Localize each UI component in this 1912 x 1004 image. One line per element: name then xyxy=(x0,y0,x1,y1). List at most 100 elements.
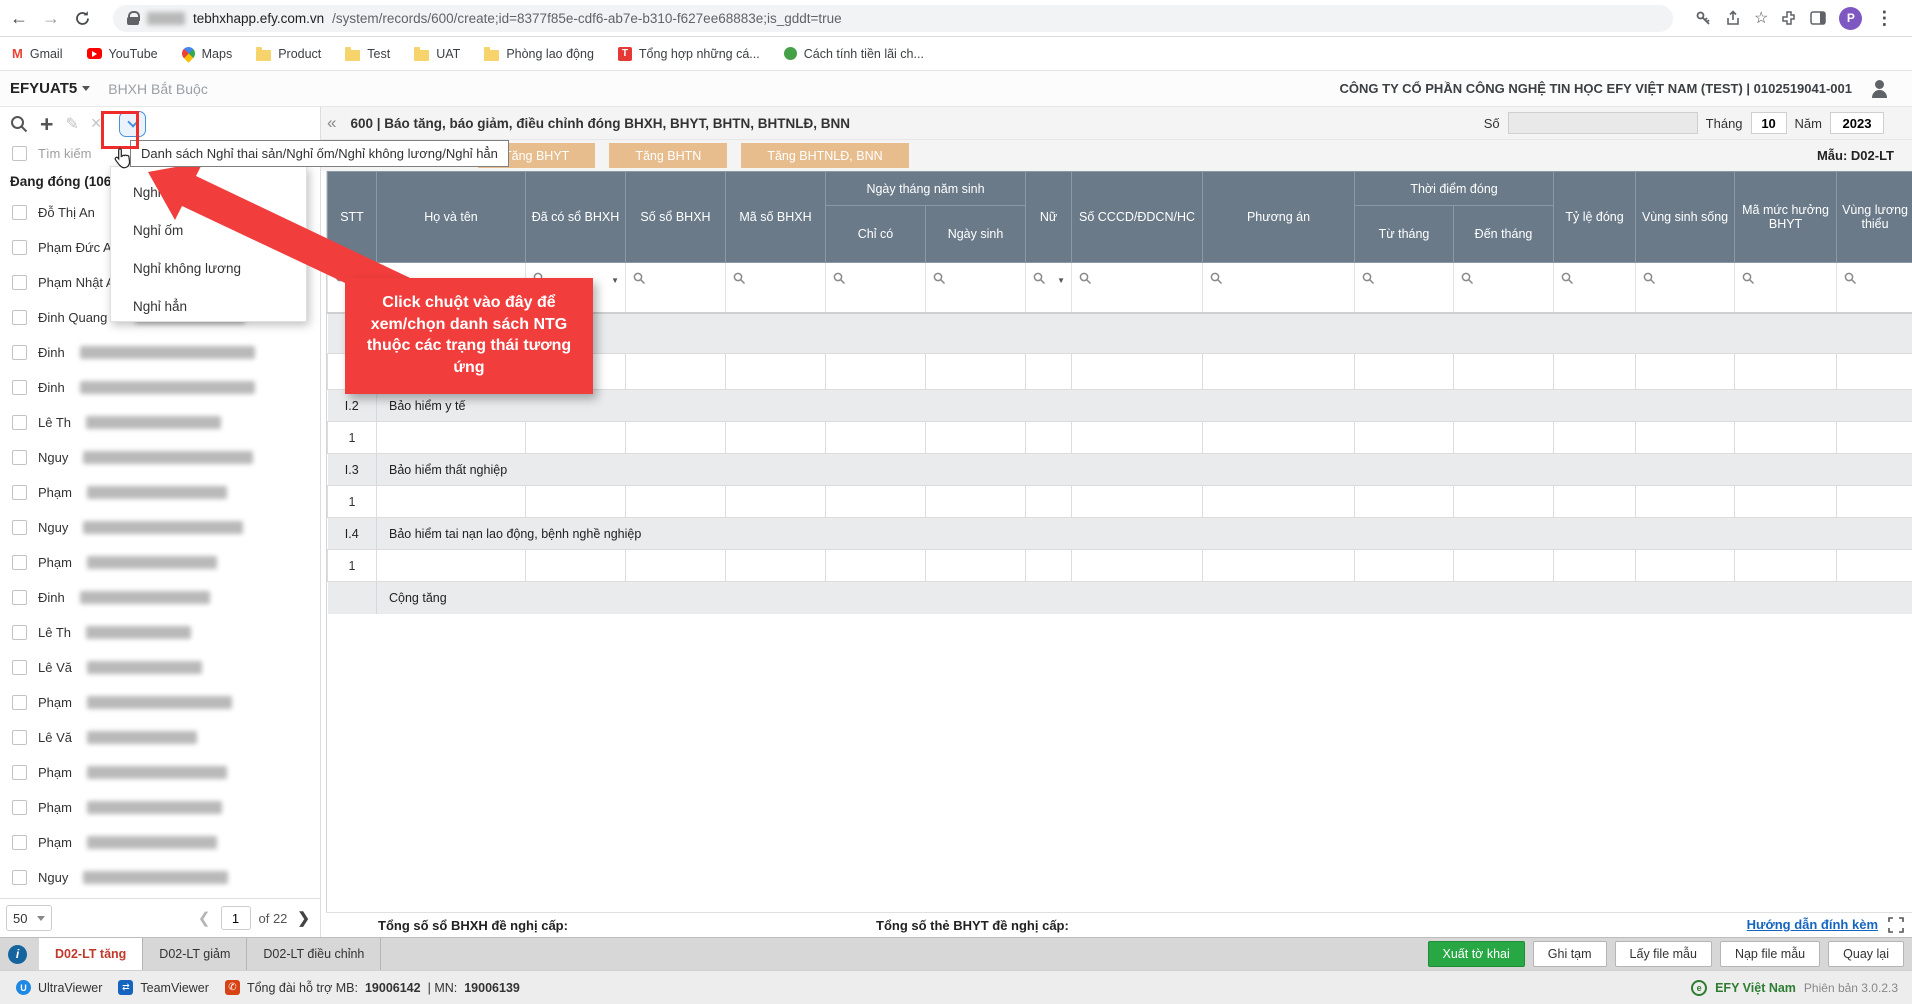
row-data-cell[interactable] xyxy=(1836,421,1912,454)
form-tab-2[interactable]: D02-LT giảm xyxy=(143,938,248,970)
employee-checkbox[interactable] xyxy=(12,765,27,780)
user-account-icon[interactable] xyxy=(1870,79,1890,99)
employee-list-item[interactable]: Nguy xyxy=(0,860,320,895)
employee-list-item[interactable]: Lê Vă xyxy=(0,720,320,755)
row-data-cell[interactable] xyxy=(525,421,626,454)
search-icon[interactable] xyxy=(10,115,28,133)
nam-input[interactable] xyxy=(1830,112,1884,134)
employee-checkbox[interactable] xyxy=(12,310,27,325)
row-data-cell[interactable] xyxy=(1453,421,1555,454)
action-button-5[interactable]: Quay lại xyxy=(1828,941,1904,967)
row-data-cell[interactable] xyxy=(1354,549,1455,582)
filter-cell-phuongan[interactable] xyxy=(1202,262,1356,314)
browser-forward-icon[interactable]: → xyxy=(42,7,60,28)
bookmark-item[interactable]: T Tổng hợp những cá... xyxy=(617,46,760,61)
extensions-puzzle-icon[interactable] xyxy=(1781,10,1797,26)
row-data-cell[interactable] xyxy=(825,485,926,518)
row-data-cell[interactable] xyxy=(825,421,926,454)
bookmark-item[interactable]: Test xyxy=(345,46,390,61)
row-data-cell[interactable] xyxy=(1202,353,1356,390)
thang-input[interactable] xyxy=(1750,112,1787,134)
employee-checkbox[interactable] xyxy=(12,660,27,675)
filter-cell-mamuc[interactable] xyxy=(1734,262,1838,314)
teamviewer-link[interactable]: ⇄ TeamViewer xyxy=(118,980,209,995)
employee-checkbox[interactable] xyxy=(12,415,27,430)
so-input[interactable] xyxy=(1507,112,1698,134)
row-data-cell[interactable] xyxy=(725,353,826,390)
row-data-cell[interactable] xyxy=(1734,353,1838,390)
employee-list-item[interactable]: Đinh xyxy=(0,370,320,405)
bookmark-star-icon[interactable]: ☆ xyxy=(1754,10,1769,27)
employee-checkbox[interactable] xyxy=(12,205,27,220)
row-data-cell[interactable] xyxy=(1354,353,1455,390)
side-panel-icon[interactable] xyxy=(1810,10,1827,26)
bookmark-item[interactable]: UAT xyxy=(414,46,460,61)
status-tab-3[interactable]: Tăng BHTNLĐ, BNN xyxy=(741,143,909,168)
row-data-cell[interactable] xyxy=(924,421,1027,454)
employee-checkbox[interactable] xyxy=(12,730,27,745)
employee-checkbox[interactable] xyxy=(12,450,27,465)
employee-checkbox[interactable] xyxy=(12,520,27,535)
collapse-sidebar-icon[interactable]: « xyxy=(327,113,337,132)
row-data-cell[interactable] xyxy=(1453,353,1555,390)
profile-avatar[interactable]: P xyxy=(1839,6,1863,30)
filter-cell-denthang[interactable] xyxy=(1453,262,1555,314)
row-data-cell[interactable] xyxy=(1836,549,1912,582)
row-stt-cell[interactable]: 1 xyxy=(327,421,377,454)
row-data-cell[interactable] xyxy=(525,485,626,518)
delete-x-icon[interactable]: × xyxy=(90,113,102,133)
edit-pencil-icon[interactable]: ✎ xyxy=(65,115,79,133)
dropdown-item-2[interactable]: Nghỉ ốm xyxy=(133,222,184,238)
bookmark-item[interactable]: Maps xyxy=(178,44,232,63)
filter-cell-chico[interactable] xyxy=(825,262,926,314)
bookmark-item[interactable]: Product xyxy=(256,46,321,61)
employee-list-item[interactable]: Đinh xyxy=(0,580,320,615)
employee-checkbox[interactable] xyxy=(12,800,27,815)
password-key-icon[interactable] xyxy=(1695,10,1712,27)
filter-cell-tyle[interactable] xyxy=(1553,262,1637,314)
row-data-cell[interactable] xyxy=(1025,421,1073,454)
row-data-cell[interactable] xyxy=(1453,549,1555,582)
row-data-cell[interactable] xyxy=(725,421,826,454)
employee-checkbox[interactable] xyxy=(12,380,27,395)
filter-cell-ngaysinh[interactable] xyxy=(924,262,1027,314)
browser-reload-icon[interactable] xyxy=(74,10,91,27)
form-tab-3[interactable]: D02-LT điều chỉnh xyxy=(247,938,382,970)
row-data-cell[interactable] xyxy=(625,353,726,390)
row-data-cell[interactable] xyxy=(1202,549,1356,582)
row-data-cell[interactable] xyxy=(1025,485,1073,518)
row-data-cell[interactable] xyxy=(924,353,1027,390)
row-data-cell[interactable] xyxy=(725,549,826,582)
search-placeholder[interactable]: Tìm kiếm xyxy=(38,146,92,161)
filter-dropdown-icon[interactable]: ▼ xyxy=(611,275,619,285)
add-record-icon[interactable]: + xyxy=(40,110,54,137)
bookmark-item[interactable]: YouTube xyxy=(86,47,158,61)
row-data-cell[interactable] xyxy=(1553,485,1637,518)
employee-checkbox[interactable] xyxy=(12,485,27,500)
employee-list-item[interactable]: Phạm xyxy=(0,755,320,790)
action-button-3[interactable]: Lấy file mẫu xyxy=(1614,941,1712,967)
form-tab-1[interactable]: D02-LT tăng xyxy=(39,938,144,970)
employee-list-item[interactable]: Phạm xyxy=(0,545,320,580)
dropdown-item-1[interactable]: Nghỉ thai sản xyxy=(133,184,212,200)
employee-checkbox[interactable] xyxy=(12,275,27,290)
employee-checkbox[interactable] xyxy=(12,625,27,640)
employee-list-item[interactable]: Đỗ Thị An xyxy=(0,195,320,230)
employee-list-item[interactable]: Phạm Đức An xyxy=(0,230,320,265)
filter-cell-tuthang[interactable] xyxy=(1354,262,1455,314)
employee-checkbox[interactable] xyxy=(12,835,27,850)
fullscreen-expand-icon[interactable] xyxy=(1888,917,1904,936)
row-data-cell[interactable] xyxy=(525,549,626,582)
browser-back-icon[interactable]: ← xyxy=(10,7,28,28)
row-stt-cell[interactable]: 1 xyxy=(327,549,377,582)
row-data-cell[interactable] xyxy=(924,485,1027,518)
row-data-cell[interactable] xyxy=(825,549,926,582)
employee-list-item[interactable]: Phạm xyxy=(0,685,320,720)
filter-dropdown-icon[interactable]: ▼ xyxy=(1057,275,1066,285)
address-bar[interactable]: tebhxhapp.efy.com.vn/system/records/600/… xyxy=(113,4,1673,32)
filter-cell-maso[interactable] xyxy=(725,262,826,314)
employee-checkbox[interactable] xyxy=(12,695,27,710)
employee-list-item[interactable]: Đinh xyxy=(0,335,320,370)
workspace-switcher[interactable]: EFYUAT5 xyxy=(10,80,91,97)
row-data-cell[interactable] xyxy=(1071,353,1204,390)
